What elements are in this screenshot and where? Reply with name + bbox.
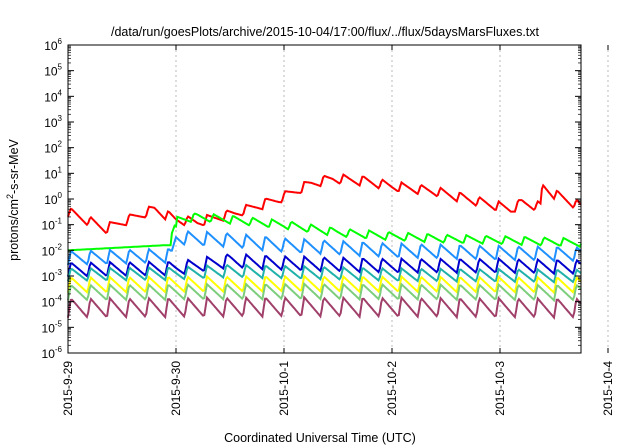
x-tick-label: 2015-9-30 [169,361,183,416]
series-line [67,295,582,320]
grid [175,45,609,353]
series-line [67,229,582,266]
y-tick-label: 105 [44,63,62,79]
y-tick-label: 104 [44,88,62,104]
x-tick-label: 2015-10-2 [385,361,399,416]
x-tick-label: 2015-10-4 [601,361,615,416]
y-tick-label: 10-6 [42,345,63,361]
x-axis-label: Coordinated Universal Time (UTC) [224,431,416,445]
series-line [67,252,582,278]
series-line [68,212,582,252]
chart-title: /data/run/goesPlots/archive/2015-10-04/1… [111,25,540,39]
y-tick-label: 10-3 [42,268,63,284]
y-tick-label: 100 [44,191,62,207]
y-tick-label: 10-2 [42,242,63,258]
x-axis-ticks: 2015-9-29 2015-9-30 2015-10-1 2015-10-2 2015… [61,45,615,416]
x-tick-label: 2015-10-3 [493,361,507,416]
y-axis-label-post: -s-sr-MeV [7,138,21,194]
series-line [67,263,582,284]
plot-frame [67,44,582,354]
series-line [67,274,582,295]
y-tick-label: 10-5 [42,319,63,335]
y-tick-label: 106 [44,37,62,53]
series-line [67,281,582,303]
y-tick-label: 101 [44,165,62,181]
y-axis-label: protons/cm2-s-sr-MeV [5,138,21,260]
series-line [67,173,582,235]
y-axis-label-pre: protons/cm [7,199,21,261]
series-group [67,173,582,320]
x-tick-label: 2015-10-1 [277,361,291,416]
y-axis-label-sup: 2 [5,194,15,199]
x-tick-label: 2015-9-29 [61,361,75,416]
y-tick-label: 102 [44,140,62,156]
y-tick-label: 10-4 [42,294,63,310]
y-tick-label: 10-1 [42,217,63,233]
y-axis-ticks: 10-6 10-5 10-4 10-3 10-2 10-1 100 101 102 103 104 1… [42,37,581,361]
y-tick-label: 103 [44,114,62,130]
